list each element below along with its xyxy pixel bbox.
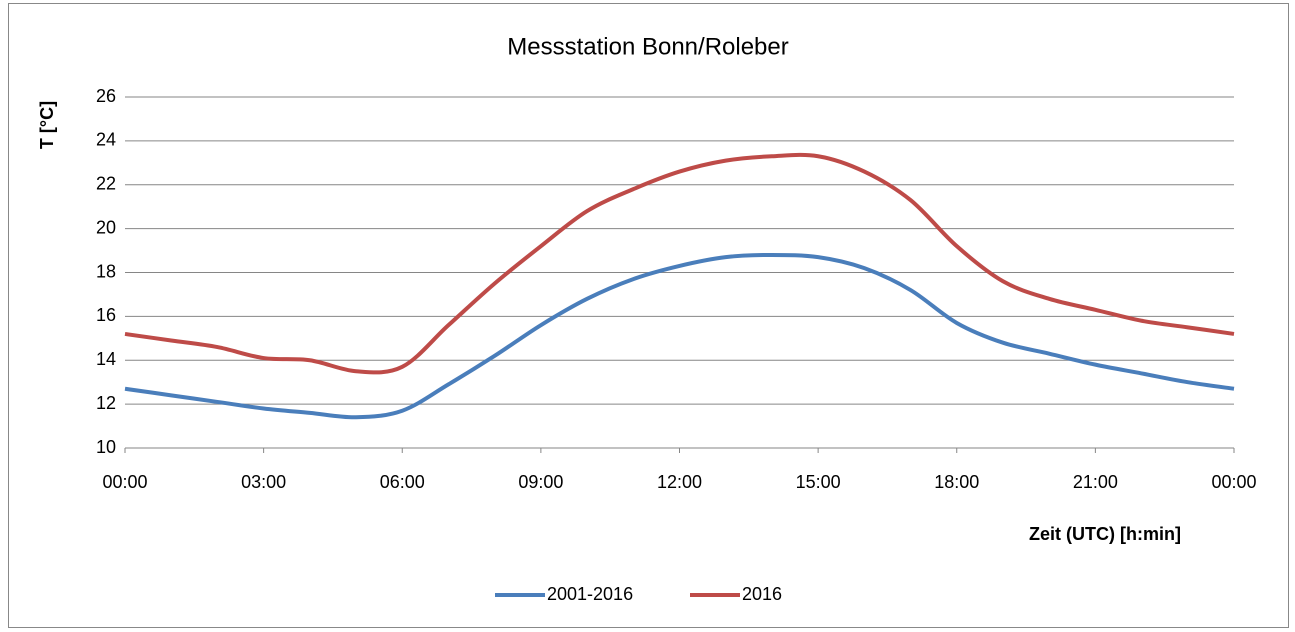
legend-label: 2016 xyxy=(742,584,782,604)
legend-label: 2001-2016 xyxy=(547,584,633,604)
y-tick-label: 10 xyxy=(96,437,116,457)
x-tick-label: 09:00 xyxy=(518,472,563,492)
y-tick-label: 12 xyxy=(96,393,116,413)
x-tick-label: 21:00 xyxy=(1073,472,1118,492)
x-tick-label: 18:00 xyxy=(934,472,979,492)
y-tick-label: 24 xyxy=(96,130,116,150)
x-tick-label: 12:00 xyxy=(657,472,702,492)
y-tick-label: 14 xyxy=(96,349,116,369)
x-tick-label: 03:00 xyxy=(241,472,286,492)
x-tick-label: 06:00 xyxy=(380,472,425,492)
y-axis-title: T [°C] xyxy=(37,101,57,149)
chart-frame xyxy=(8,3,1289,628)
y-tick-label: 16 xyxy=(96,305,116,325)
y-tick-label: 22 xyxy=(96,174,116,194)
x-axis-title: Zeit (UTC) [h:min] xyxy=(1029,524,1181,544)
y-tick-label: 20 xyxy=(96,217,116,237)
y-tick-label: 18 xyxy=(96,261,116,281)
x-tick-label: 00:00 xyxy=(102,472,147,492)
chart-title: Messstation Bonn/Roleber xyxy=(507,33,788,60)
series-line xyxy=(124,252,1235,420)
x-tick-label: 00:00 xyxy=(1211,472,1256,492)
y-tick-label: 26 xyxy=(96,86,116,106)
x-tick-label: 15:00 xyxy=(796,472,841,492)
series-line xyxy=(124,152,1235,375)
